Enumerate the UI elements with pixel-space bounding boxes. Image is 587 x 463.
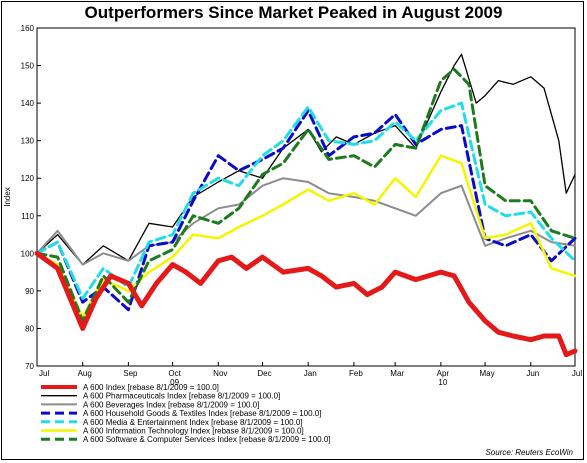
x-tick-label: Jan: [304, 369, 317, 378]
y-tick-label: 120: [21, 174, 35, 183]
y-tick-label: 90: [25, 287, 34, 296]
y-tick-label: 130: [21, 137, 35, 146]
series-line-5: [35, 154, 577, 319]
series-line-6: [35, 67, 577, 323]
x-tick-label: May: [480, 369, 495, 378]
legend-label: A 600 Household Goods & Textiles Index […: [83, 409, 321, 418]
legend-label: A 600 Media & Entertainment Index [rebas…: [83, 418, 302, 427]
legend-label: A 600 Pharmaceuticals Index [rebase 8/1/…: [83, 392, 280, 401]
legend-label: A 600 Software & Computer Services Index…: [83, 435, 330, 444]
x-tick-label: Aug: [78, 369, 92, 378]
source-note: Source: Reuters EcoWin: [485, 448, 573, 457]
x-tick-label: Mar: [390, 369, 404, 378]
legend-label: A 600 Information Technology Index [reba…: [83, 427, 304, 436]
y-tick-label: 150: [21, 62, 35, 71]
series-line-2: [36, 177, 576, 266]
x-tick-label: Sep: [123, 369, 138, 378]
x-tick-label: Oct: [168, 369, 181, 378]
y-tick-label: 80: [25, 324, 34, 333]
y-tick-label: 110: [21, 212, 34, 221]
x-tick-label: Feb: [349, 369, 363, 378]
x-tick-label: Nov: [213, 369, 227, 378]
y-tick-label: 160: [21, 24, 35, 33]
series-line-0: [34, 250, 578, 358]
x-tick-year: 10: [438, 378, 447, 387]
x-tick-label: Jun: [526, 369, 539, 378]
x-tick-year: 09: [170, 378, 179, 387]
legend: A 600 Index [rebase 8/1/2009 = 100.0]A 6…: [41, 383, 330, 444]
x-tick-label: Apr: [437, 369, 450, 378]
x-tick-label: Dec: [257, 369, 271, 378]
series-lines: [34, 53, 578, 358]
legend-label: A 600 Index [rebase 8/1/2009 = 100.0]: [83, 383, 219, 392]
y-axis-label: Index: [3, 187, 12, 207]
x-tick-label: Jul: [39, 369, 49, 378]
x-tick-label: Jul: [572, 369, 582, 378]
y-tick-label: 140: [21, 99, 35, 108]
axis-ticks: 70 80 90 100 110 120 130 140 150 160 Jul Aug Sep Oct0…: [21, 24, 583, 387]
y-tick-label: 100: [21, 249, 35, 258]
chart-title: Outperformers Since Market Peaked in Aug…: [84, 3, 503, 22]
plot-area: [36, 27, 576, 367]
legend-label: A 600 Beverages Index [rebase 8/1/2009 =…: [83, 400, 259, 409]
y-tick-label: 70: [25, 362, 34, 371]
